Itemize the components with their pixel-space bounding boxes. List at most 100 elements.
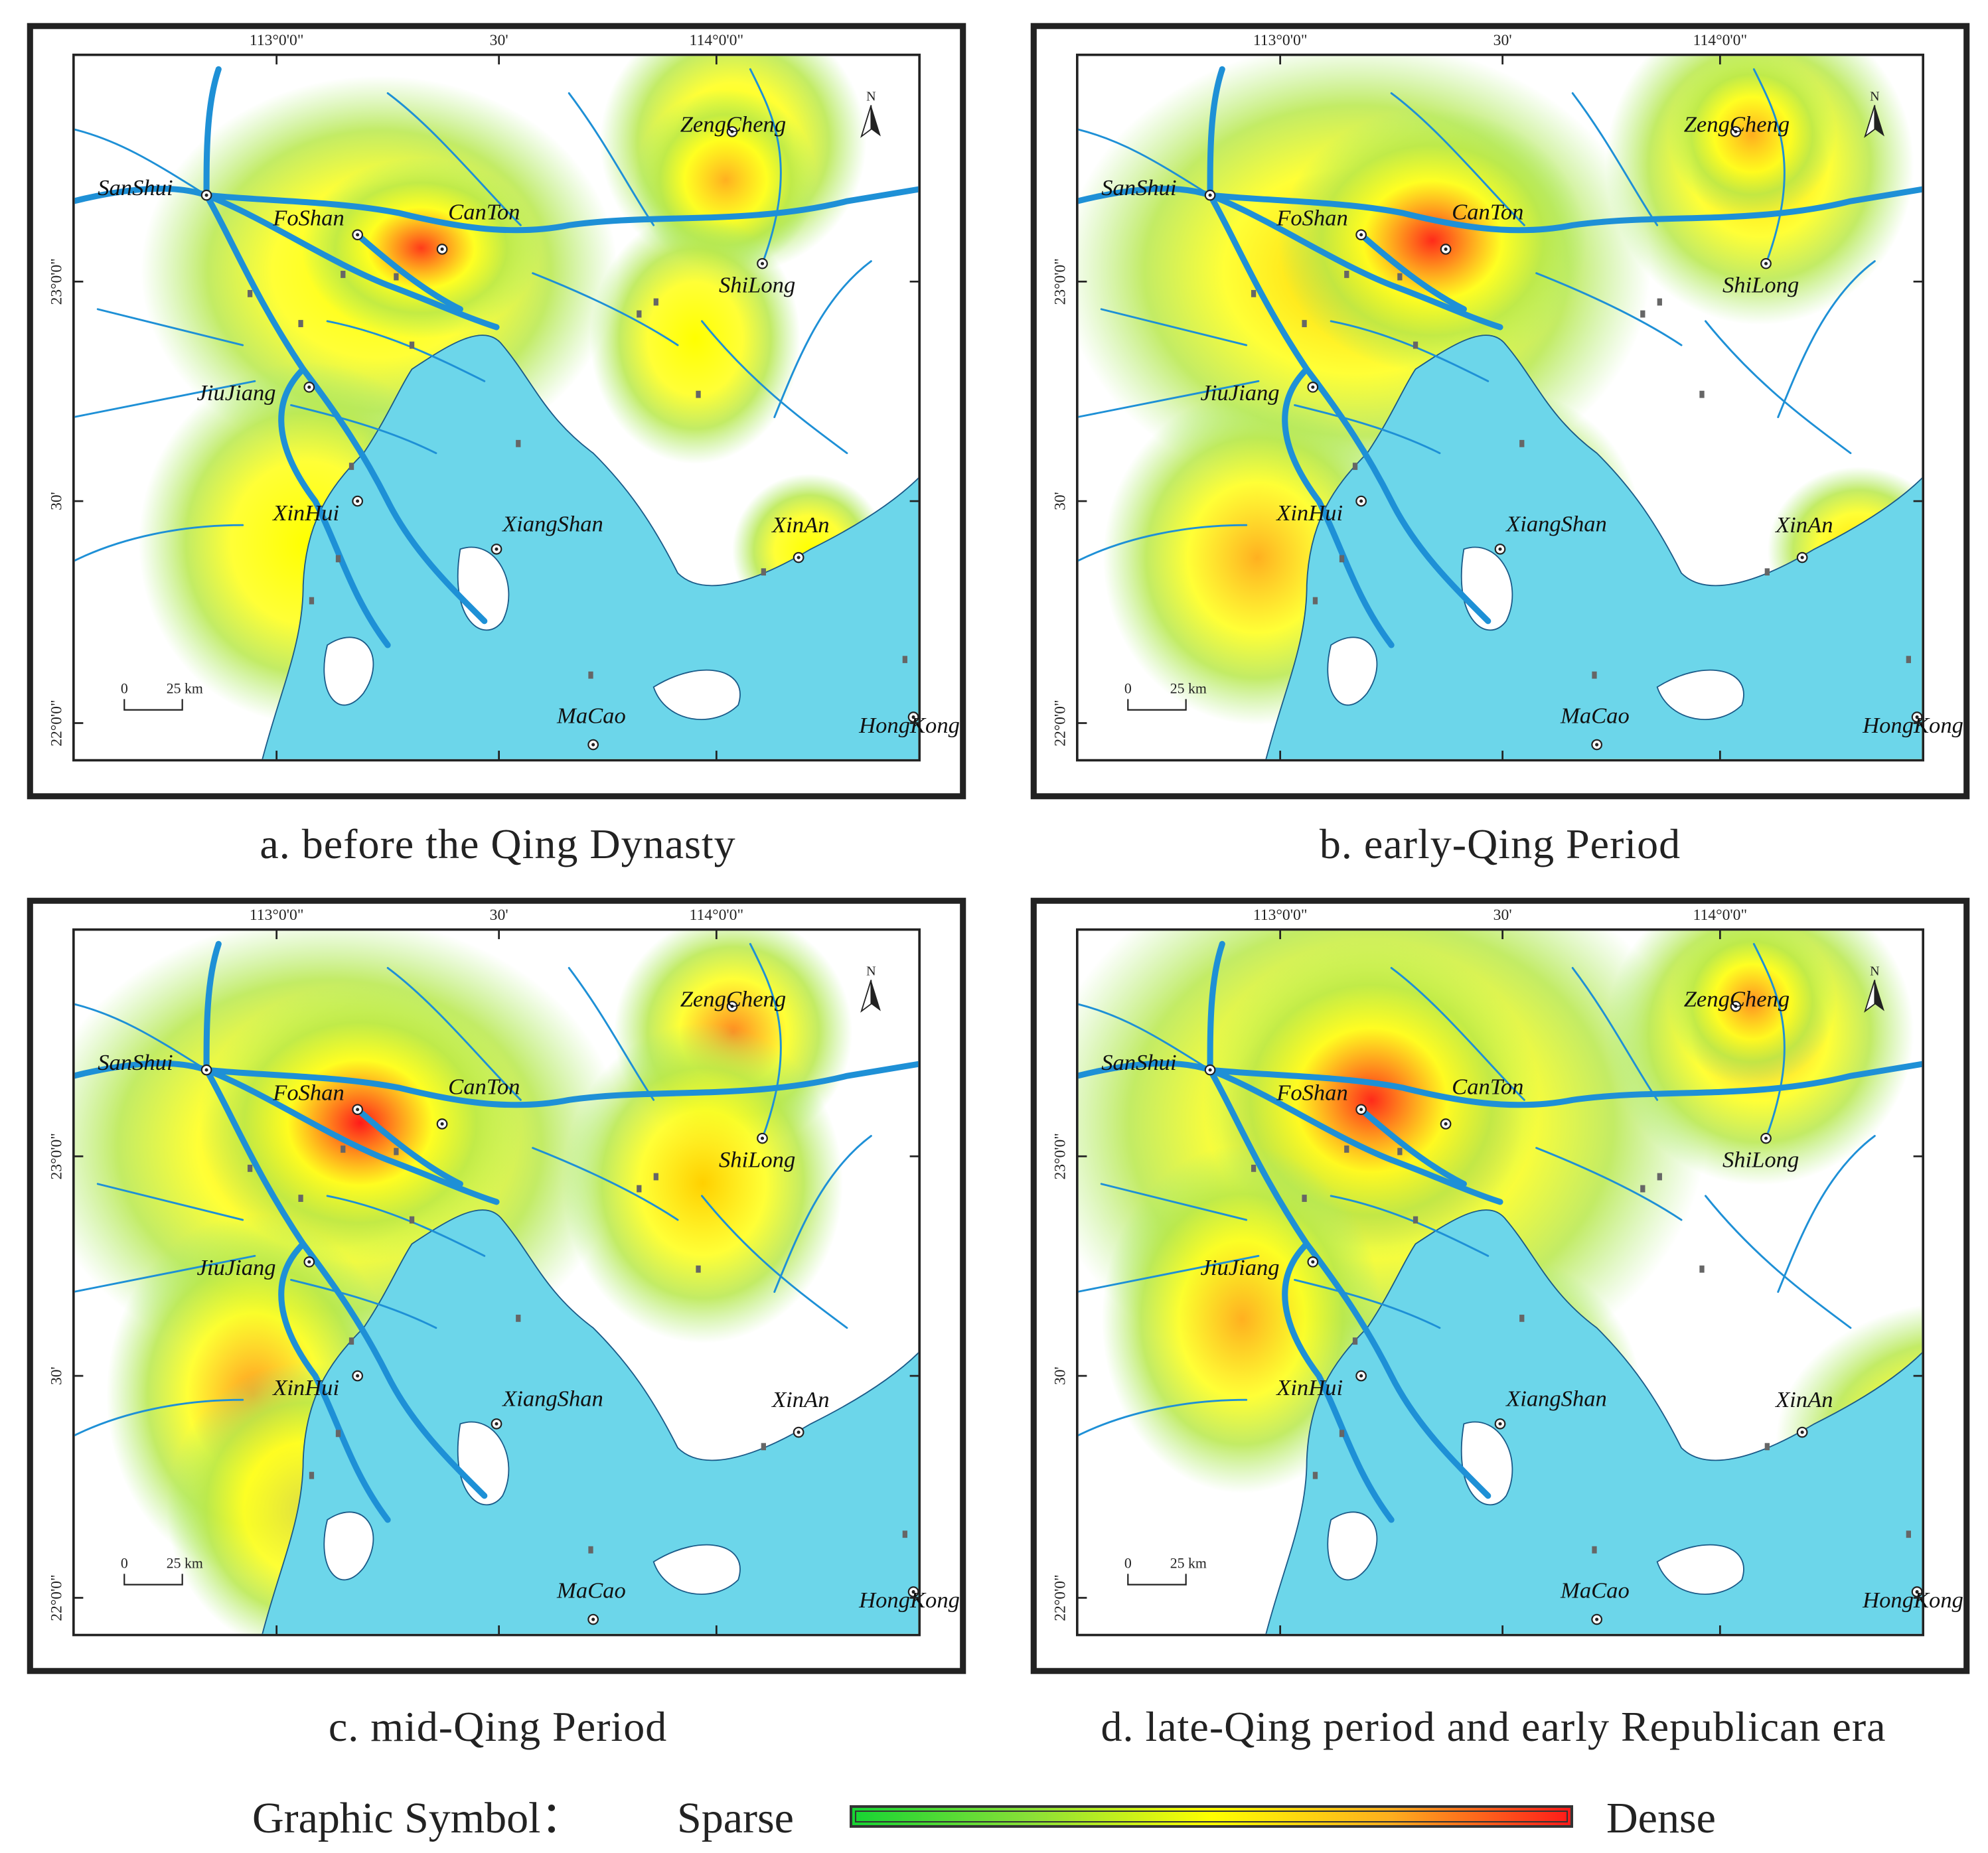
map-panel-b: SanShui FoShan CanTon ZengCheng ShiLong JiuJi… [1029,21,1971,801]
city-label-shilong: ShiLong [719,1148,795,1173]
map-panel-a: SanShui FoShan CanTon ZengCheng ShiLong JiuJi… [25,21,968,801]
record-marker [1764,568,1770,576]
lat-label: 30' [48,492,66,510]
record-marker [1352,1337,1358,1345]
graticule: 113°0'0" 30' 114°0'0" 23°0'0" 30' 22°0'0" [48,907,920,1635]
city-label-canton: CanTon [1452,1074,1523,1099]
lat-label: 22°0'0" [48,1574,66,1621]
scale-distance: 25 km [167,680,203,696]
record-marker [1339,1430,1345,1438]
city-label-xiangshan: XiangShan [501,511,603,536]
record-marker [409,341,415,349]
record-marker [696,1265,701,1273]
record-marker [1251,1164,1257,1172]
map-svg-a: SanShui FoShan CanTon ZengCheng ShiLong JiuJi… [27,23,966,800]
lat-label: 22°0'0" [48,700,66,746]
scale-zero: 0 [121,680,128,696]
city-label-jiujiang: JiuJiang [1201,380,1280,406]
map-panel-c: SanShui FoShan CanTon ZengCheng ShiLong JiuJi… [25,896,968,1676]
lon-label: 30' [1493,907,1512,924]
lat-label: 23°0'0" [48,1133,66,1179]
record-marker [1906,656,1911,664]
record-marker [696,390,701,398]
lon-label: 30' [1493,32,1512,49]
record-marker [1397,273,1403,281]
city-label-hongkong: HongKong [1862,1588,1963,1613]
city-label-foshan: FoShan [272,205,344,230]
graticule: 113°0'0" 30' 114°0'0" 23°0'0" 30' 22°0'0" [48,32,920,761]
record-marker [348,1337,354,1345]
record-marker [761,568,766,576]
record-marker [902,656,907,664]
map-panel-d: SanShui FoShan CanTon ZengCheng ShiLong JiuJi… [1029,896,1971,1676]
north-label: N [866,964,876,978]
record-marker [1397,1148,1403,1155]
city-label-sanshui: SanShui [1101,1050,1176,1075]
record-marker [1592,1546,1597,1554]
lon-label: 113°0'0" [1253,907,1308,924]
record-marker [1312,1471,1318,1479]
record-marker [1906,1530,1911,1538]
city-label-xiangshan: XiangShan [501,1386,603,1411]
record-marker [1302,1195,1307,1202]
city-label-macao: MaCao [1560,704,1630,729]
city-label-xiangshan: XiangShan [1505,511,1607,536]
record-marker [588,1546,593,1554]
caption-c: c. mid-Qing Period [328,1703,668,1750]
density-legend: Graphic Symbol： Sparse Dense [252,1792,1779,1845]
record-marker [637,310,642,318]
lat-label: 30' [48,1367,66,1385]
graticule: 113°0'0" 30' 114°0'0" 23°0'0" 30' 22°0'0" [1052,32,1924,761]
city-label-macao: MaCao [556,1578,626,1603]
city-label-jiujiang: JiuJiang [197,380,276,406]
record-marker [902,1530,907,1538]
city-label-macao: MaCao [1560,1578,1630,1603]
city-label-jiujiang: JiuJiang [197,1255,276,1280]
city-label-xinhui: XinHui [1275,1375,1343,1400]
river-network [74,66,919,648]
caption-a: a. before the Qing Dynasty [260,820,736,867]
record-marker [1592,671,1597,679]
city-label-shilong: ShiLong [1722,273,1799,298]
pearl-river-estuary [262,1209,919,1634]
lat-label: 22°0'0" [1052,1574,1069,1621]
legend-low-label: Sparse [677,1794,794,1842]
scale-distance: 25 km [1170,680,1207,696]
city-label-sanshui: SanShui [98,175,173,200]
city-label-zengcheng: ZengCheng [680,986,786,1011]
map-svg-b: SanShui FoShan CanTon ZengCheng ShiLong JiuJi… [1030,23,1970,800]
record-marker [653,1173,658,1181]
lat-label: 23°0'0" [48,258,66,305]
record-markers [1251,1146,1911,1554]
city-label-xinan: XinAn [771,512,829,538]
lon-label: 113°0'0" [250,32,304,49]
record-marker [516,1314,521,1322]
north-label: N [1870,89,1879,104]
record-marker [409,1216,415,1224]
record-marker [1657,298,1662,306]
scale-bar: 0 25 km [121,680,203,711]
caption-b: b. early-Qing Period [1319,820,1681,867]
record-marker [298,320,303,327]
record-marker [309,1471,315,1479]
record-marker [309,597,315,605]
record-markers [247,1146,907,1554]
river-network [1078,66,1922,648]
record-marker [1344,1146,1349,1153]
record-marker [1352,463,1358,471]
lat-label: 23°0'0" [1052,258,1069,305]
lon-label: 114°0'0" [1693,32,1748,49]
record-marker [341,271,346,278]
graticule: 113°0'0" 30' 114°0'0" 23°0'0" 30' 22°0'0" [1052,907,1924,1635]
record-marker [335,555,341,563]
city-label-xinan: XinAn [1774,512,1833,538]
record-marker [1640,310,1645,318]
record-marker [1344,271,1349,278]
record-marker [1413,1216,1418,1224]
scale-distance: 25 km [167,1555,203,1571]
legend-title: Graphic Symbol： [252,1794,585,1842]
city-label-canton: CanTon [448,199,520,224]
record-marker [588,671,593,679]
record-marker [1413,341,1418,349]
map-svg-c: SanShui FoShan CanTon ZengCheng ShiLong JiuJi… [27,897,966,1674]
